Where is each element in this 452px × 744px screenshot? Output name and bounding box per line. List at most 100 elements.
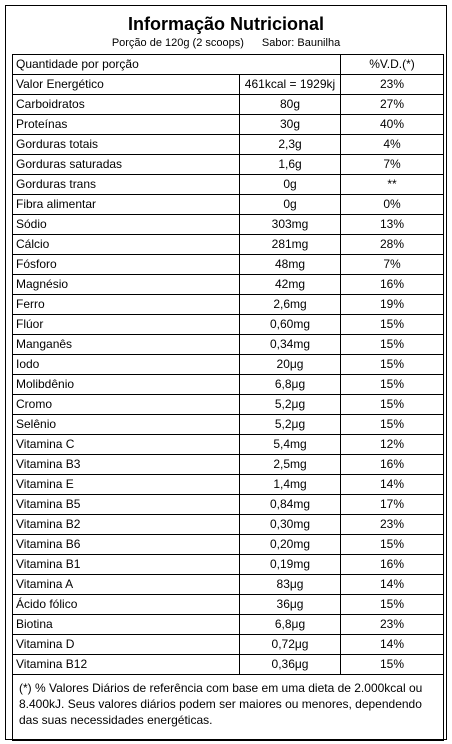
daily-value: 15%	[340, 534, 444, 555]
daily-value: 16%	[340, 454, 444, 475]
amount: 42mg	[239, 274, 341, 295]
amount: 0,36μg	[239, 654, 341, 675]
nutrient-row: Molibdênio 6,8μg 15%	[12, 374, 444, 395]
nutrient-row: Valor Energético 461kcal = 1929kj 23%	[12, 74, 444, 95]
daily-value: 13%	[340, 214, 444, 235]
amount: 0,30mg	[239, 514, 341, 535]
amount: 0,72μg	[239, 634, 341, 655]
nutrient-name: Gorduras totais	[12, 134, 240, 155]
table-body: Quantidade por porção %V.D.(*) Valor Ener…	[12, 54, 444, 675]
nutrient-name: Gorduras trans	[12, 174, 240, 195]
nutrient-row: Proteínas 30g 40%	[12, 114, 444, 135]
serving: Porção de 120g (2 scoops)	[111, 37, 244, 49]
amount: 0,19mg	[239, 554, 341, 575]
nutrient-row: Vitamina B6 0,20mg 15%	[12, 534, 444, 555]
nutrient-row: Vitamina A 83μg 14%	[12, 574, 444, 595]
header-cell: Quantidade por porção	[12, 54, 341, 75]
daily-value: 16%	[340, 554, 444, 575]
nutrient-name: Vitamina B12	[12, 654, 240, 675]
daily-value: 7%	[340, 154, 444, 175]
amount: 1,6g	[239, 154, 341, 175]
label-box: Informação Nutricional Porção de 120g (2…	[5, 5, 447, 741]
amount: 303mg	[239, 214, 341, 235]
amount: 2,6mg	[239, 294, 341, 315]
nutrient-row: Vitamina B2 0,30mg 23%	[12, 514, 444, 535]
amount: 30g	[239, 114, 341, 135]
daily-value: 12%	[340, 434, 444, 455]
nutrient-row: Gorduras trans 0g **	[12, 174, 444, 195]
amount: 281mg	[239, 234, 341, 255]
nutrient-name: Proteínas	[12, 114, 240, 135]
nutrient-row: Manganês 0,34mg 15%	[12, 334, 444, 355]
nutrient-name: Cromo	[12, 394, 240, 415]
nutrient-row: Iodo 20μg 15%	[12, 354, 444, 375]
daily-value: 15%	[340, 594, 444, 615]
nutrition-table: Quantidade por porção %V.D.(*) Valor Ener…	[12, 54, 444, 675]
amount: 36μg	[239, 594, 341, 615]
amount: 5,4mg	[239, 434, 341, 455]
amount: 0,20mg	[239, 534, 341, 555]
nutrient-name: Iodo	[12, 354, 240, 375]
daily-value: **	[340, 174, 444, 195]
nutrient-row: Magnésio 42mg 16%	[12, 274, 444, 295]
daily-value: 15%	[340, 374, 444, 395]
amount: 1,4mg	[239, 474, 341, 495]
nutrient-row: Fibra alimentar 0g 0%	[12, 194, 444, 215]
daily-value: 17%	[340, 494, 444, 515]
daily-value: 15%	[340, 414, 444, 435]
nutrient-name: Selênio	[12, 414, 240, 435]
daily-value: 23%	[340, 74, 444, 95]
nutrient-name: Molibdênio	[12, 374, 240, 395]
amount: 0,84mg	[239, 494, 341, 515]
header-row: Quantidade por porção %V.D.(*)	[12, 54, 444, 75]
amount: 5,2μg	[239, 394, 341, 415]
amount: 20μg	[239, 354, 341, 375]
daily-value: 14%	[340, 474, 444, 495]
amount: 6,8μg	[239, 614, 341, 635]
amount: 6,8μg	[239, 374, 341, 395]
daily-value: 14%	[340, 634, 444, 655]
nutrient-row: Cromo 5,2μg 15%	[12, 394, 444, 415]
nutrient-name: Vitamina B2	[12, 514, 240, 535]
nutrient-name: Vitamina B1	[12, 554, 240, 575]
amount: 2,5mg	[239, 454, 341, 475]
amount: 80g	[239, 94, 341, 115]
daily-value: 16%	[340, 274, 444, 295]
nutrient-row: Cálcio 281mg 28%	[12, 234, 444, 255]
daily-value: 7%	[340, 254, 444, 275]
nutrient-row: Biotina 6,8μg 23%	[12, 614, 444, 635]
nutrient-row: Gorduras totais 2,3g 4%	[12, 134, 444, 155]
nutrient-name: Valor Energético	[12, 74, 240, 95]
amount: 0,60mg	[239, 314, 341, 335]
nutrient-name: Gorduras saturadas	[12, 154, 240, 175]
daily-value: 0%	[340, 194, 444, 215]
daily-value: 15%	[340, 354, 444, 375]
subtitle: Porção de 120g (2 scoops) Sabor: Baunilha	[6, 37, 446, 49]
nutrient-row: Vitamina B5 0,84mg 17%	[12, 494, 444, 515]
daily-value: 15%	[340, 314, 444, 335]
amount: 48mg	[239, 254, 341, 275]
nutrient-name: Biotina	[12, 614, 240, 635]
amount: 0g	[239, 194, 341, 215]
footnote: (*) % Valores Diários de referência com …	[12, 675, 444, 741]
nutrient-name: Vitamina A	[12, 574, 240, 595]
nutrient-name: Vitamina D	[12, 634, 240, 655]
amount: 83μg	[239, 574, 341, 595]
daily-value: 4%	[340, 134, 444, 155]
amount: 5,2μg	[239, 414, 341, 435]
nutrient-row: Vitamina D 0,72μg 14%	[12, 634, 444, 655]
nutrient-row: Vitamina B3 2,5mg 16%	[12, 454, 444, 475]
daily-value: 15%	[340, 334, 444, 355]
nutrient-name: Magnésio	[12, 274, 240, 295]
nutrient-row: Carboidratos 80g 27%	[12, 94, 444, 115]
nutrient-name: Manganês	[12, 334, 240, 355]
nutrient-row: Vitamina C 5,4mg 12%	[12, 434, 444, 455]
nutrient-row: Selênio 5,2μg 15%	[12, 414, 444, 435]
daily-value: 14%	[340, 574, 444, 595]
nutrient-row: Flúor 0,60mg 15%	[12, 314, 444, 335]
amount: 0g	[239, 174, 341, 195]
nutrient-name: Sódio	[12, 214, 240, 235]
nutrient-name: Vitamina E	[12, 474, 240, 495]
daily-value: 23%	[340, 514, 444, 535]
daily-value: 40%	[340, 114, 444, 135]
